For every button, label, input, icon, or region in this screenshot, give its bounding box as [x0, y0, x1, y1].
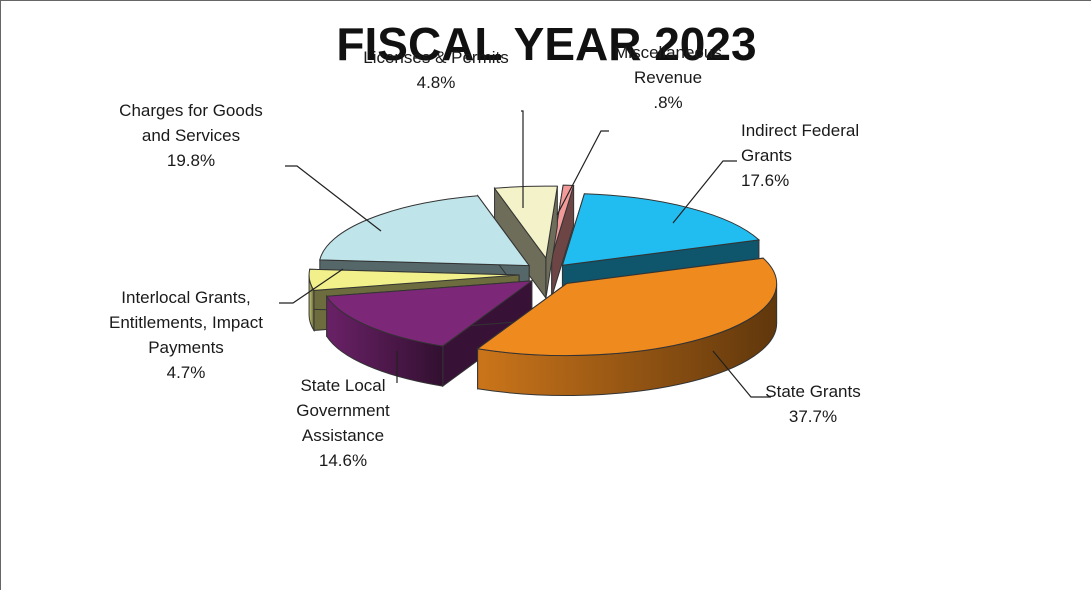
- slice-label: Miscellaneous Revenue .8%: [614, 43, 722, 112]
- pie-slice: [493, 185, 558, 300]
- pie-slice: [551, 184, 575, 298]
- leader-line: [521, 110, 524, 208]
- slice-label: State Local Government Assistance 14.6%: [296, 376, 390, 470]
- pie-slice: [476, 257, 778, 397]
- leader-line: [279, 268, 344, 304]
- slice-label: Interlocal Grants, Entitlements, Impact Pa…: [109, 288, 263, 382]
- leader-line: [672, 160, 737, 224]
- pie-slice: [325, 279, 534, 388]
- slice-label: Licenses & Permits 4.8%: [363, 48, 509, 92]
- leader-line: [285, 165, 382, 232]
- leader-line: [712, 350, 771, 398]
- slice-label: State Grants 37.7%: [765, 382, 860, 426]
- slice-label: Charges for Goods and Services 19.8%: [119, 101, 263, 170]
- chart-title: FISCAL YEAR 2023: [336, 18, 757, 70]
- slice-label: Indirect Federal Grants 17.6%: [741, 121, 859, 190]
- leader-line: [556, 130, 609, 216]
